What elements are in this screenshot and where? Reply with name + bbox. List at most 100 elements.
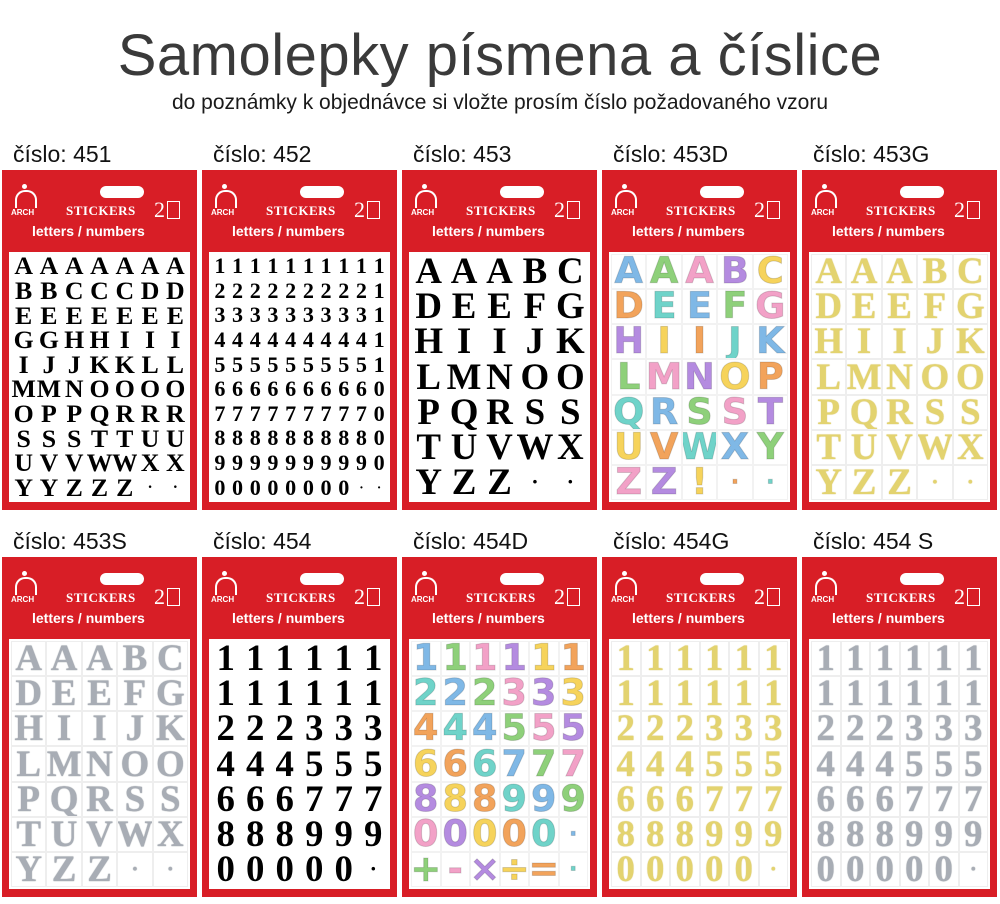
sticker-glyph: 8: [214, 426, 226, 451]
sticker-glyph: H: [811, 324, 847, 360]
arch-logo-icon: ARCH: [611, 567, 639, 607]
sticker-glyph: 7: [758, 781, 788, 817]
sticker-glyph: F: [917, 289, 953, 325]
sticker-glyph: I: [81, 711, 118, 747]
sticker-glyph: 3: [929, 711, 959, 747]
stickers-label: STICKERS: [466, 590, 536, 605]
sticker-glyph: X: [556, 429, 584, 465]
sticker-glyph: 6: [840, 781, 870, 817]
sticker-glyph: T: [11, 816, 47, 852]
sticker-glyph: 7: [729, 781, 759, 817]
sticker-glyph: L: [166, 352, 184, 377]
sticker-glyph: H: [89, 327, 110, 353]
sticker-glyph: 1: [334, 641, 353, 677]
sticker-glyph: M: [846, 359, 882, 395]
sticker-glyph: 7: [334, 781, 353, 817]
sticker-glyph: E: [846, 289, 882, 325]
sticker-glyph: 7: [232, 401, 244, 426]
sticker-glyph: T: [811, 429, 847, 465]
sticker-glyph: 1: [246, 641, 265, 677]
page-subtitle: do poznámky k objednávce si vložte prosí…: [171, 91, 829, 114]
sticker-glyph: 8: [470, 781, 500, 817]
sticker-glyph: 1: [246, 676, 265, 712]
sticker-glyph: 6: [411, 746, 441, 782]
sticker-glyph: Y: [811, 464, 847, 500]
brand-label: ARCH: [411, 208, 435, 217]
sticker-glyph: =: [529, 851, 559, 887]
sticker-glyph: 1: [355, 254, 367, 279]
sticker-glyph: O: [117, 746, 153, 782]
sticker-glyph: Z: [81, 851, 118, 887]
sticker-glyph: Q: [449, 394, 479, 430]
brand-label: ARCH: [811, 208, 835, 217]
sticker-glyph: E: [451, 289, 477, 325]
sticker-glyph: 1: [811, 676, 841, 712]
sticker-glyph: 4: [670, 746, 700, 782]
sticker-glyph: A: [450, 254, 478, 290]
sticker-glyph: W: [86, 450, 113, 476]
sticker-glyph: P: [41, 401, 57, 427]
sticker-glyph: 1: [929, 676, 959, 712]
sticker-glyph: 1: [899, 641, 929, 677]
sticker-glyph: 5: [334, 746, 353, 782]
sticker-glyph: E: [40, 303, 58, 328]
sticker-glyph: J: [117, 711, 153, 747]
sticker-glyph: 9: [214, 450, 226, 476]
sticker-glyph: 1: [373, 254, 385, 279]
sticker-glyph: A: [11, 641, 47, 677]
sticker-glyph: R: [166, 401, 185, 427]
sticker-glyph: E: [90, 303, 109, 328]
sticker-glyph: Y: [11, 851, 47, 887]
sticker-glyph: K: [89, 352, 110, 377]
sticker-glyph: 0: [373, 377, 385, 402]
sticker-glyph: Z: [881, 464, 918, 500]
sticker-glyph: 0: [811, 851, 841, 887]
sticker-glyph: M: [36, 377, 62, 402]
sticker-glyph: C: [556, 254, 584, 290]
sticker-glyph: 7: [338, 401, 350, 426]
sticker-glyph: 2: [267, 278, 279, 303]
sticker-glyph: 2: [275, 711, 294, 747]
sticker-glyph: A: [81, 641, 118, 677]
sticker-sheet: AAABCDEEFGHIIJKLMNOPQRSSTUVWXYZZ!··: [609, 252, 790, 502]
sticker-package: ARCH STICKERS 2 letters / numbers A A A B C D E E F G…: [802, 170, 997, 510]
sticker-glyph: B: [15, 278, 33, 304]
sticker-glyph: 0: [411, 816, 441, 852]
sticker-glyph: 7: [499, 746, 529, 782]
sticker-glyph: Z: [846, 464, 882, 500]
sticker-glyph: 2: [249, 278, 261, 303]
sticker-glyph: 3: [232, 303, 244, 328]
sticker-glyph: 4: [355, 327, 367, 353]
sticker-glyph: 6: [249, 377, 261, 402]
sticker-glyph: L: [141, 352, 159, 377]
sticker-glyph: 1: [214, 254, 226, 279]
sticker-glyph: 5: [305, 746, 324, 782]
sticker-glyph: 1: [267, 254, 279, 279]
sticker-glyph: M: [46, 746, 82, 782]
sticker-glyph: 0: [373, 450, 385, 476]
sticker-glyph: 5: [699, 746, 729, 782]
sticker-glyph: T: [116, 426, 134, 451]
sticker-glyph: 1: [305, 676, 324, 712]
sticker-glyph: 8: [611, 816, 641, 852]
hang-hole: [500, 573, 544, 585]
sticker-glyph: 0: [470, 816, 500, 852]
sticker-glyph: J: [717, 324, 753, 360]
sticker-glyph: ·: [917, 464, 953, 500]
sticker-glyph: 4: [320, 327, 332, 353]
stickers-label: STICKERS: [266, 203, 336, 218]
sticker-glyph: Z: [46, 851, 82, 887]
sticker-package: ARCH STICKERS 2 letters / numbers 1 1 1 1 1 1 1 1 1 1…: [602, 557, 797, 897]
sticker-glyph: S: [524, 394, 546, 430]
sticker-glyph: A: [846, 254, 882, 290]
hang-hole: [700, 573, 744, 585]
stickers-label: STICKERS: [666, 590, 736, 605]
sticker-glyph: Q: [89, 401, 110, 427]
sticker-glyph: ·: [172, 478, 178, 496]
package-subtitle: letters / numbers: [832, 610, 945, 626]
sticker-glyph: L: [416, 359, 441, 395]
sticker-glyph: Y: [752, 429, 788, 465]
sticker-glyph: 3: [699, 711, 729, 747]
